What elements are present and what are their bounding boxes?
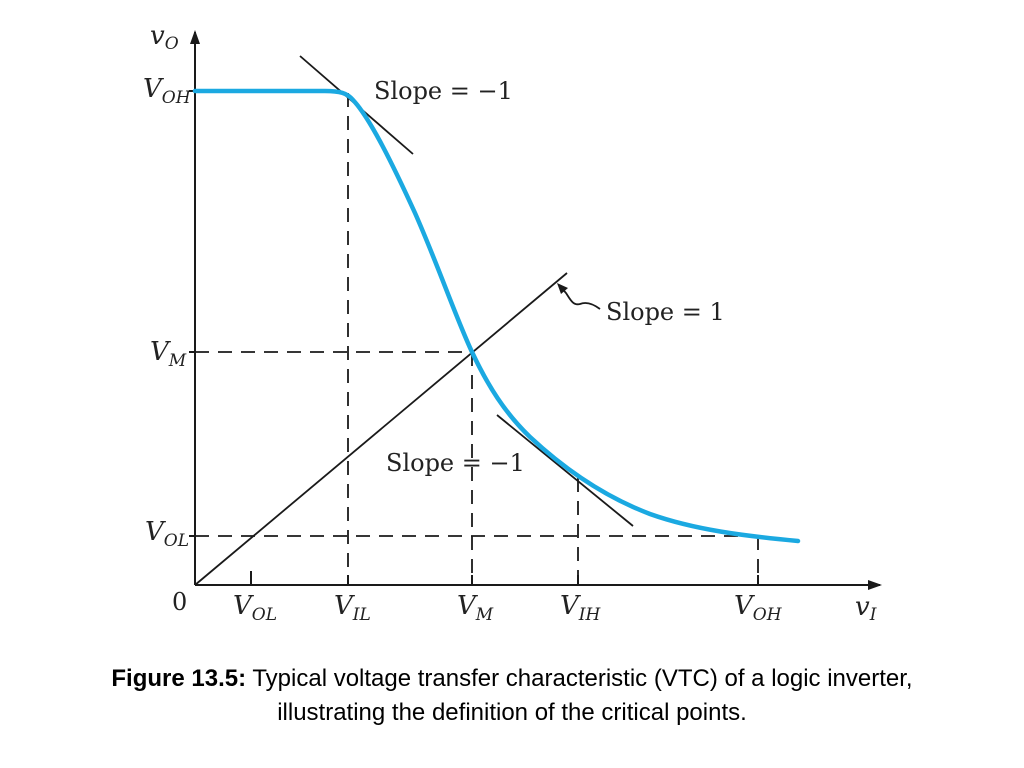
slope-label-bottom: Slope = −1 [386,449,525,477]
unity-slope-pointer-arrowhead [557,283,568,294]
x-tick-label-vm: VM [457,591,494,625]
vtc-curve [192,88,801,544]
slope-label-unity: Slope = 1 [606,298,725,326]
y-axis-label: vO [150,21,179,54]
origin-label: 0 [172,588,187,616]
unity-slope-pointer [559,285,601,310]
caption-text: Typical voltage transfer characteristic … [246,665,913,726]
y-tick-label-vm: VM [150,337,187,371]
y-tick-label-vol: VOL [145,517,189,551]
figure-caption: Figure 13.5: Typical voltage transfer ch… [60,662,964,730]
x-tick-label-vil: VIL [334,591,371,625]
x-tick-label-vih: VIH [560,591,601,625]
x-tick-label-voh: VOH [734,591,783,625]
unity-slope-line [194,272,568,586]
caption-label: Figure 13.5: [111,665,247,692]
vtc-diagram: vO vI 0 VOH VM VOL VOL VIL VM VIH VOH [143,21,882,625]
x-axis-label: vI [855,592,877,625]
y-tick-label-voh: VOH [143,74,192,108]
slope-label-top: Slope = −1 [374,77,513,105]
tangent-line-bottom [496,414,634,527]
x-tick-label-vol: VOL [233,591,277,625]
